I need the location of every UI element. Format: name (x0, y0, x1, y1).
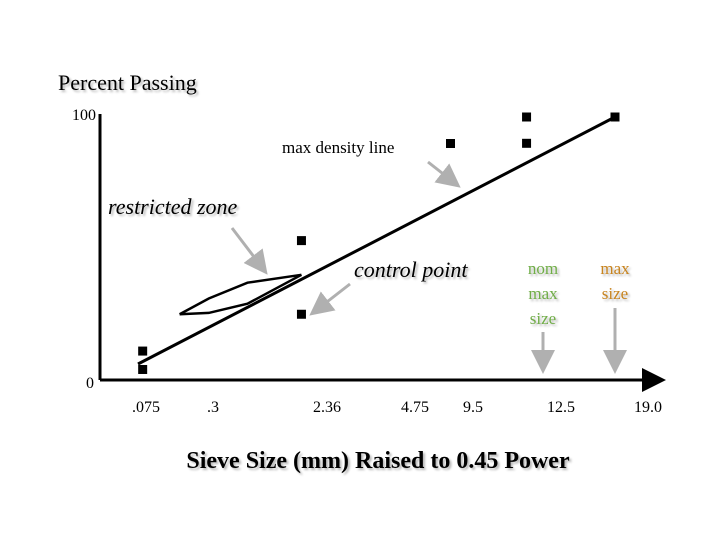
x-tick-labels: .075 .3 2.36 4.75 9.5 12.5 19.0 (132, 399, 662, 416)
control-point-marker (296, 236, 306, 246)
control-point-marker (610, 112, 620, 122)
max-size-line: size (602, 284, 628, 303)
x-tick-label: .075 (132, 399, 160, 416)
control-point-marker (446, 139, 455, 148)
control-point-arrow (309, 282, 351, 316)
restricted-zone-arrow (230, 227, 268, 275)
y-tick-label-100: 100 (72, 107, 96, 124)
x-axis-title: Sieve Size (mm) Raised to 0.45 Power (186, 448, 570, 474)
control-point-label: control point (354, 257, 468, 282)
restricted-zone-label: restricted zone (108, 194, 238, 219)
restricted-zone (179, 273, 303, 316)
nom-max-size-line: size (530, 309, 556, 328)
nom-max-size-line: nom (528, 259, 558, 278)
x-tick-label: 19.0 (634, 399, 662, 416)
control-points (138, 112, 620, 374)
restricted-zone-upper-boundary (179, 273, 302, 316)
chart-title: Percent Passing (58, 70, 197, 95)
control-point-marker (138, 364, 148, 374)
y-tick-label-0: 0 (86, 375, 94, 392)
x-tick-label: 4.75 (401, 399, 429, 416)
control-point-marker (522, 112, 532, 122)
x-tick-label: .3 (207, 399, 219, 416)
max-size-line: max (600, 259, 630, 278)
x-tick-label: 12.5 (547, 399, 575, 416)
max-density-line (137, 115, 616, 366)
control-point-marker (522, 138, 532, 148)
max-density-line-group (137, 115, 616, 366)
nom-max-size-line: max (528, 284, 558, 303)
control-point-marker (296, 309, 306, 319)
x-tick-label: 2.36 (313, 399, 341, 416)
max-size-label: max size (600, 259, 630, 303)
nom-max-size-label: nom max size (528, 259, 558, 328)
restricted-zone-lower-boundary (179, 273, 303, 316)
max-density-arrow (427, 160, 461, 188)
x-tick-label: 9.5 (463, 399, 483, 416)
control-point-marker (138, 346, 148, 356)
max-density-line-label: max density line (282, 138, 394, 157)
